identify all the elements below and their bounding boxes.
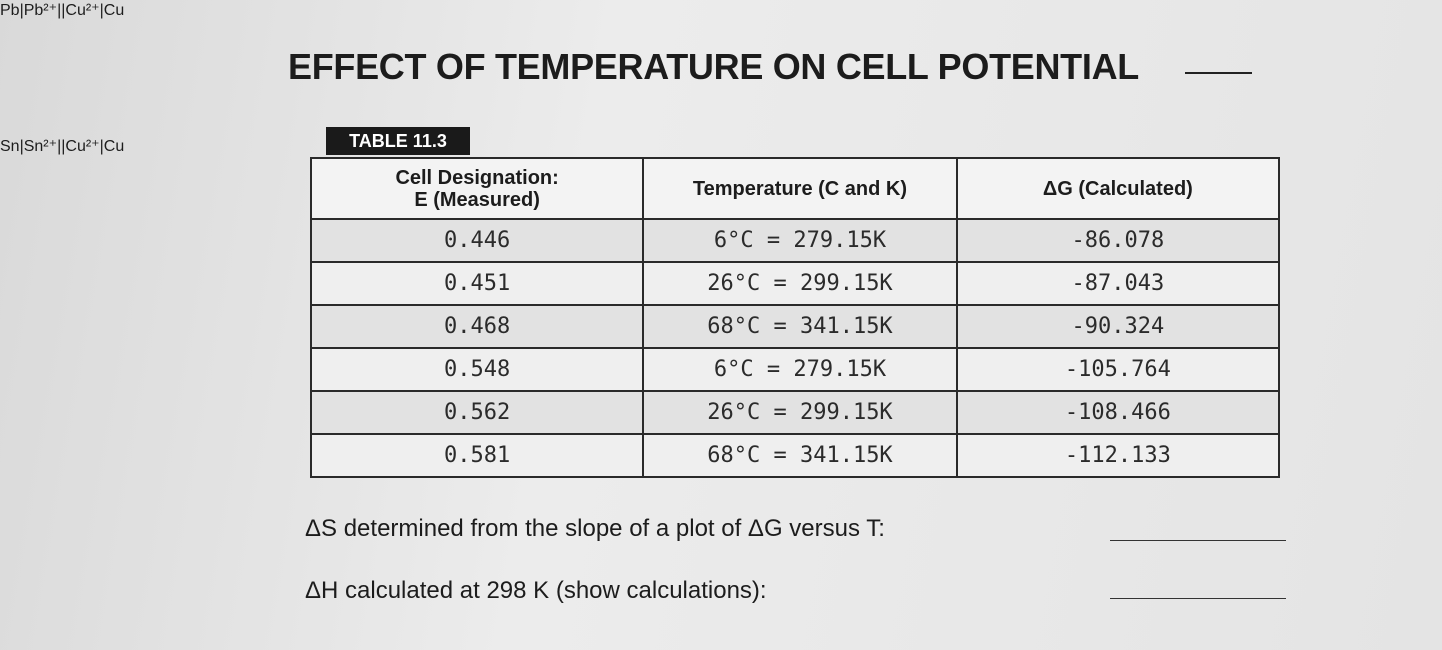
- table-cell: 0.446: [309, 218, 645, 263]
- table-row: 0.548 6°C = 279.15K -105.764: [309, 347, 1281, 392]
- table-cell: 6°C = 279.15K: [642, 218, 958, 263]
- table-cell: -87.043: [955, 261, 1281, 306]
- table-cell: -90.324: [955, 304, 1281, 349]
- data-table: Cell Designation: E (Measured) Temperature…: [309, 157, 1281, 478]
- cell-label: Pb|Pb²⁺||Cu²⁺|Cu: [0, 2, 125, 19]
- column-header: ΔG (Calculated): [955, 157, 1281, 220]
- table-cell: 0.468: [309, 304, 645, 349]
- table-row: 0.581 68°C = 341.15K -112.133: [309, 433, 1281, 478]
- header-line: E (Measured): [414, 188, 540, 211]
- table-cell: 6°C = 279.15K: [642, 347, 958, 392]
- title-rule: [1185, 72, 1252, 74]
- table-label: TABLE 11.3: [326, 127, 470, 155]
- cell-label: Sn|Sn²⁺||Cu²⁺|Cu: [0, 138, 125, 155]
- table-cell: 68°C = 341.15K: [642, 304, 958, 349]
- table-cell: 0.562: [309, 390, 645, 435]
- table-cell: 0.548: [309, 347, 645, 392]
- header-line: Cell Designation:: [395, 166, 559, 189]
- table-row: 0.468 68°C = 341.15K -90.324: [309, 304, 1281, 349]
- table-cell: 26°C = 299.15K: [642, 261, 958, 306]
- header-line: Temperature (C and K): [692, 177, 908, 200]
- table-row: 0.446 6°C = 279.15K -86.078: [309, 218, 1281, 263]
- header-line: ΔG (Calculated): [1042, 177, 1193, 200]
- table-row: 0.451 26°C = 299.15K -87.043: [309, 261, 1281, 306]
- table-cell: -86.078: [955, 218, 1281, 263]
- answer-blank: [1110, 598, 1286, 599]
- answer-blank: [1110, 540, 1286, 541]
- question: ΔH calculated at 298 K (show calculation…: [305, 577, 767, 604]
- table-cell: -105.764: [955, 347, 1281, 392]
- table-cell: 0.451: [309, 261, 645, 306]
- question: ΔS determined from the slope of a plot o…: [305, 515, 885, 542]
- column-header: Cell Designation: E (Measured): [309, 157, 645, 220]
- table-cell: 26°C = 299.15K: [642, 390, 958, 435]
- table-row: 0.562 26°C = 299.15K -108.466: [309, 390, 1281, 435]
- title: EFFECT OF TEMPERATURE ON CELL POTENTIAL: [288, 46, 1139, 87]
- table-cell: -108.466: [955, 390, 1281, 435]
- table-cell: -112.133: [955, 433, 1281, 478]
- column-header: Temperature (C and K): [642, 157, 958, 220]
- table-cell: 68°C = 341.15K: [642, 433, 958, 478]
- table-cell: 0.581: [309, 433, 645, 478]
